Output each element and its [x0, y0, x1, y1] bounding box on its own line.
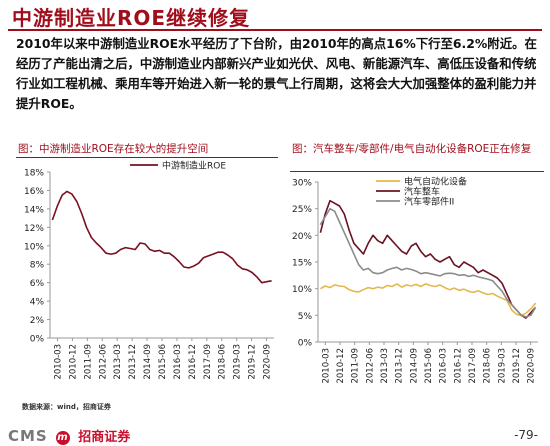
legend-label-0: 电气自动化设备 [404, 176, 467, 188]
x-tick-label: 2013-12 [128, 344, 138, 380]
x-tick-label: 2015-06 [158, 344, 168, 380]
y-tick-label: 10% [24, 242, 44, 252]
intro-text: 2010年以来中游制造业ROE水平经历了下台阶，由2010年的高点16%下行至6… [16, 36, 537, 111]
x-tick-label: 2011-09 [83, 344, 93, 380]
logo-m-icon: m [55, 431, 70, 445]
series-line-2 [319, 207, 537, 318]
legend-label-1: 汽车整车 [404, 186, 440, 198]
series-line-0 [320, 283, 537, 317]
x-tick-label: 2017-09 [203, 344, 213, 380]
chart1-container: 0% 2% 4% 6% 8% 10% 12% 14% 16% 18% 2010-03 2010-12 2… [12, 160, 282, 404]
chart1-title-rule [16, 157, 278, 158]
y-tick-label: 8% [30, 261, 45, 271]
x-tick-label: 2012-06 [98, 344, 108, 380]
page-number: -79- [514, 428, 538, 442]
chart1-title: 图：中游制造业ROE存在较大的提升空间 [18, 143, 209, 155]
y-tick-label: 12% [24, 224, 44, 234]
x-tick-label: 2010-03 [53, 344, 63, 380]
x-tick-label: 2016-03 [173, 344, 183, 380]
y-tick-label: 10% [292, 285, 312, 295]
x-tick-label: 2013-03 [380, 348, 390, 384]
x-tick-label: 2014-09 [409, 348, 419, 384]
series-line-1 [319, 199, 537, 319]
x-tick-label: 2014-09 [143, 344, 153, 380]
y-tick-label: 16% [24, 187, 44, 197]
chart2-title-rule [290, 171, 544, 172]
y-tick-label: 2% [30, 316, 45, 326]
y-tick-label: 6% [30, 279, 45, 289]
y-tick-label: 0% [30, 335, 45, 345]
x-tick-label: 2011-09 [351, 348, 361, 384]
legend-label-2: 汽车零部件II [404, 196, 454, 208]
y-tick-label: 25% [292, 205, 312, 215]
x-tick-label: 2010-12 [68, 344, 78, 380]
x-tick-label: 2019-03 [497, 348, 507, 384]
x-tick-label: 2016-12 [188, 344, 198, 380]
x-tick-label: 2010-12 [336, 348, 346, 384]
legend-label-0: 中游制造业ROE [162, 160, 226, 172]
x-tick-label: 2013-12 [395, 348, 405, 384]
y-tick-label: 15% [292, 259, 312, 269]
x-tick-label: 2013-03 [113, 344, 123, 380]
logo-brand-text: 招商证券 [78, 430, 131, 445]
chart2-roe-sectors: 0% 5% 10% 15% 20% 25% 30% 2010-03 2010-12 2011-09… [292, 176, 538, 384]
x-tick-label: 2015-06 [424, 348, 434, 384]
x-tick-label: 2020-09 [263, 344, 273, 380]
y-tick-label: 18% [24, 169, 44, 179]
y-tick-label: 0% [298, 339, 313, 349]
x-tick-label: 2019-12 [248, 344, 258, 380]
x-tick-label: 2018-06 [218, 344, 228, 380]
chart1-roe-midstream: 0% 2% 4% 6% 8% 10% 12% 14% 16% 18% 2010-03 2010-12 2… [24, 160, 274, 380]
x-tick-label: 2016-12 [453, 348, 463, 384]
y-tick-label: 5% [298, 312, 313, 322]
x-tick-label: 2018-06 [483, 348, 493, 384]
cms-logo: CMS m 招商证券 [8, 426, 130, 445]
x-tick-label: 2016-03 [439, 348, 449, 384]
chart2-title: 图：汽车整车/零部件/电气自动化设备ROE正在修复 [292, 143, 532, 155]
y-tick-label: 20% [292, 232, 312, 242]
title-rule [8, 29, 542, 31]
y-tick-label: 4% [30, 298, 45, 308]
y-tick-label: 30% [292, 179, 312, 189]
x-tick-label: 2017-09 [468, 348, 478, 384]
x-tick-label: 2019-12 [512, 348, 522, 384]
series-line-0 [51, 190, 272, 284]
logo-cms-text: CMS [8, 427, 48, 445]
x-tick-label: 2020-09 [527, 348, 537, 384]
x-tick-label: 2019-03 [233, 344, 243, 380]
chart2-container: 0% 5% 10% 15% 20% 25% 30% 2010-03 2010-12 2011-09… [284, 174, 546, 404]
y-tick-label: 14% [24, 205, 44, 215]
source-note: 数据来源：wind，招商证券 [22, 403, 111, 411]
x-tick-label: 2012-06 [365, 348, 375, 384]
x-tick-label: 2010-03 [321, 348, 331, 384]
page-title: 中游制造业ROE继续修复 [12, 6, 251, 30]
